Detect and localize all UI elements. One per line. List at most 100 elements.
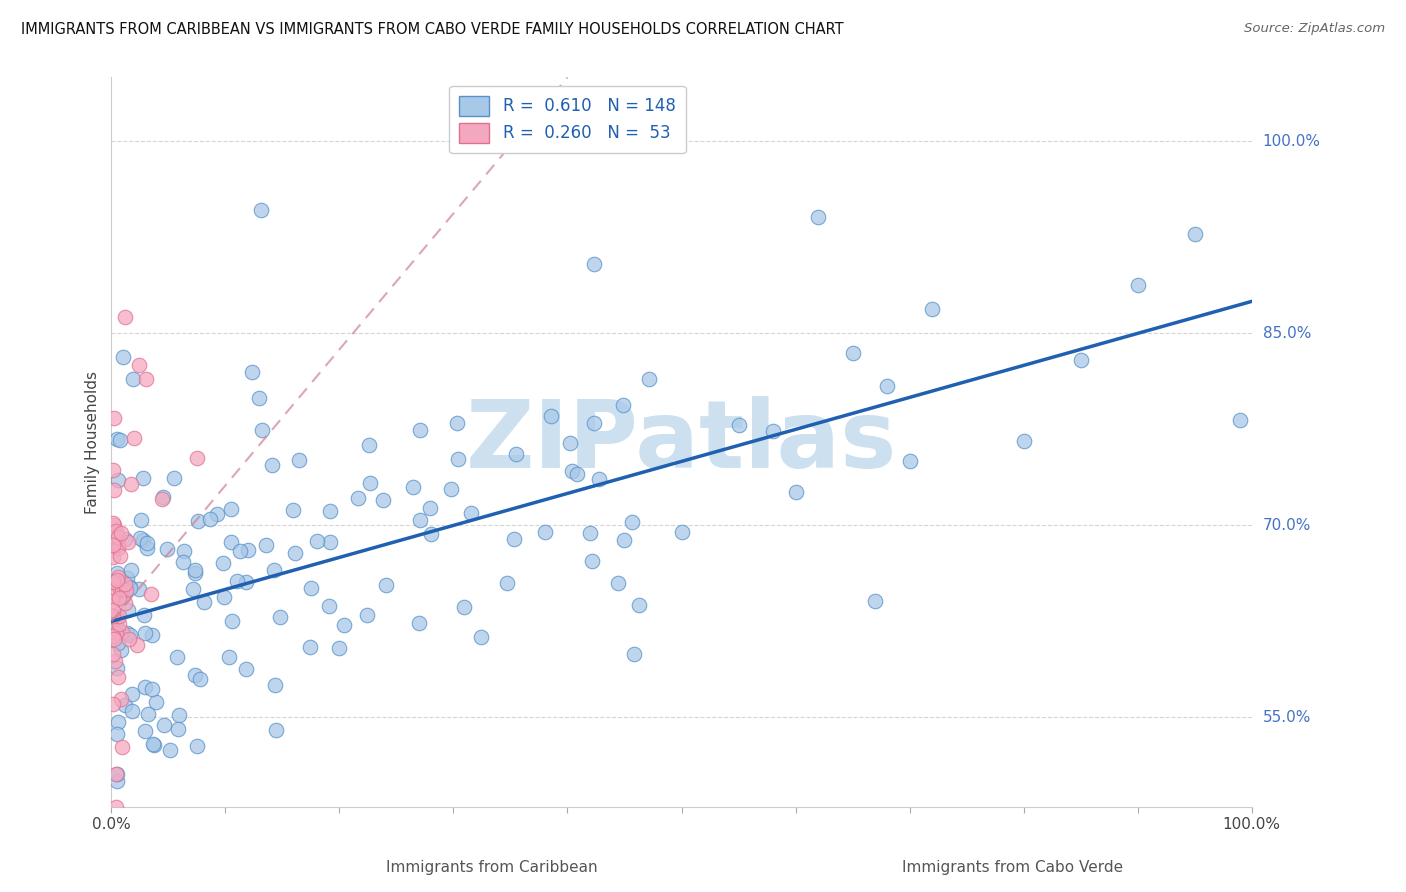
Point	[103, 410, 125, 425]
Point	[118, 632, 141, 646]
Point	[105, 774, 128, 789]
Point	[132, 471, 155, 485]
Point	[101, 589, 124, 603]
Point	[219, 501, 242, 516]
Point	[226, 574, 249, 588]
Point	[284, 546, 307, 560]
Point	[558, 436, 581, 450]
Point	[107, 541, 129, 556]
Point	[876, 379, 898, 393]
Point	[1070, 353, 1092, 368]
Point	[103, 517, 125, 532]
Point	[141, 628, 163, 642]
Point	[184, 566, 207, 581]
Point	[187, 514, 209, 528]
Point	[269, 610, 291, 624]
Point	[108, 549, 131, 563]
Point	[104, 766, 127, 780]
Point	[446, 416, 468, 430]
Point	[579, 525, 602, 540]
Point	[143, 738, 166, 752]
Point	[254, 538, 277, 552]
Point	[375, 578, 398, 592]
Point	[118, 580, 141, 594]
Point	[613, 533, 636, 548]
Point	[305, 534, 328, 549]
Point	[104, 800, 127, 814]
Point	[107, 570, 129, 584]
Point	[167, 723, 190, 737]
Point	[183, 668, 205, 682]
Point	[356, 607, 378, 622]
Point	[503, 532, 526, 546]
Point	[447, 451, 470, 466]
Point	[420, 527, 443, 541]
Point	[114, 596, 136, 610]
Point	[105, 432, 128, 446]
Point	[319, 504, 342, 518]
Point	[120, 477, 142, 491]
Point	[319, 535, 342, 549]
Point	[346, 491, 368, 505]
Point	[107, 609, 129, 624]
Point	[218, 650, 240, 665]
Point	[122, 431, 145, 445]
Point	[409, 513, 432, 527]
Point	[328, 640, 350, 655]
Point	[371, 492, 394, 507]
Point	[115, 571, 138, 585]
Point	[671, 524, 693, 539]
Point	[105, 625, 128, 640]
Point	[103, 483, 125, 497]
Point	[105, 524, 128, 539]
Point	[105, 566, 128, 581]
Point	[101, 603, 124, 617]
Point	[105, 610, 128, 624]
Point	[111, 625, 134, 640]
Point	[112, 589, 135, 603]
Point	[401, 480, 423, 494]
Point	[141, 681, 163, 696]
Point	[108, 591, 131, 606]
Point	[104, 574, 127, 588]
Point	[582, 257, 605, 271]
Point	[193, 595, 215, 609]
Point	[163, 471, 186, 485]
Point	[101, 463, 124, 477]
Point	[186, 739, 208, 754]
Point	[142, 737, 165, 751]
Point	[495, 575, 517, 590]
Point	[453, 600, 475, 615]
Point	[132, 533, 155, 548]
Point	[359, 475, 381, 490]
Point	[114, 577, 136, 591]
Point	[110, 692, 132, 706]
Point	[281, 503, 304, 517]
Point	[409, 423, 432, 437]
Point	[172, 555, 194, 569]
Point	[110, 526, 132, 541]
Point	[264, 723, 287, 738]
Point	[235, 575, 257, 590]
Point	[121, 687, 143, 701]
Point	[156, 542, 179, 557]
Point	[111, 739, 134, 754]
Point	[111, 350, 134, 364]
Y-axis label: Family Households: Family Households	[86, 371, 100, 514]
Point	[136, 541, 159, 556]
Point	[333, 617, 356, 632]
Point	[101, 697, 124, 711]
Point	[540, 409, 562, 423]
Point	[263, 563, 285, 577]
Point	[128, 358, 150, 372]
Point	[103, 632, 125, 646]
Point	[152, 490, 174, 504]
Point	[318, 599, 340, 613]
Point	[134, 626, 156, 640]
Point	[101, 647, 124, 661]
Point	[115, 625, 138, 640]
Point	[288, 452, 311, 467]
Point	[762, 425, 785, 439]
Point	[117, 535, 139, 549]
Point	[136, 706, 159, 721]
